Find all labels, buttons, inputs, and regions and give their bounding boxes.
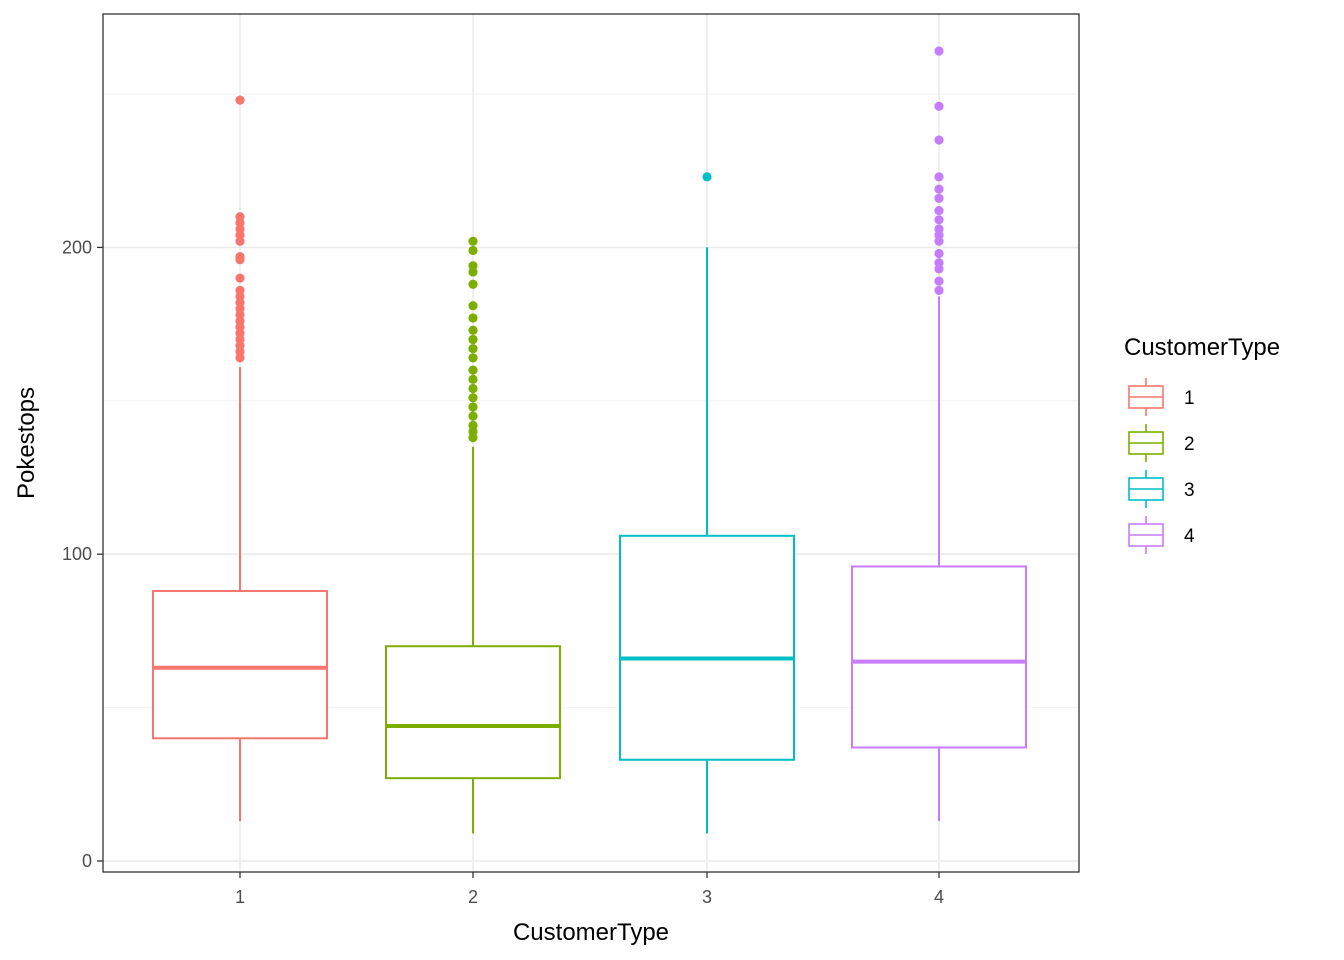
outlier-point <box>235 273 245 283</box>
legend-title: CustomerType <box>1124 334 1280 361</box>
outlier-point <box>468 261 478 271</box>
outlier-point <box>934 46 944 56</box>
outlier-point <box>934 205 944 216</box>
box-group-4 <box>851 46 1027 822</box>
legend-item-1: 1 <box>1128 378 1195 416</box>
legend-item-4: 4 <box>1128 516 1195 554</box>
outlier-point <box>468 365 478 375</box>
legend-item-3: 3 <box>1128 470 1195 508</box>
x-tick-label: 4 <box>934 887 944 907</box>
legend-item-2: 2 <box>1128 424 1195 462</box>
outlier-point <box>468 393 478 403</box>
outlier-point <box>934 248 944 259</box>
outlier-point <box>468 420 478 430</box>
x-tick-label: 3 <box>702 887 712 907</box>
box-iqr <box>385 645 561 780</box>
legend-label: 4 <box>1184 526 1195 547</box>
outlier-point <box>235 285 245 295</box>
y-tick-label: 0 <box>82 851 92 871</box>
y-axis-title: Pokestops <box>13 387 40 499</box>
outlier-point <box>934 135 944 145</box>
box-iqr <box>619 534 795 761</box>
outlier-point <box>934 285 944 295</box>
outlier-point <box>934 258 944 268</box>
outlier-point <box>934 215 944 225</box>
outlier-point <box>934 101 944 111</box>
box-iqr <box>152 590 328 740</box>
legend-label: 3 <box>1184 480 1195 501</box>
outlier-point <box>468 245 478 256</box>
outlier-point <box>468 325 478 335</box>
y-tick-label: 100 <box>62 544 92 564</box>
outlier-point <box>934 224 944 234</box>
outlier-point <box>468 402 478 412</box>
outlier-point <box>235 252 245 262</box>
outlier-point <box>934 193 944 203</box>
outlier-point <box>468 353 478 363</box>
outlier-point <box>235 95 245 105</box>
boxes-layer <box>152 46 1027 834</box>
outlier-point <box>934 184 944 194</box>
box-group-2 <box>385 236 561 834</box>
box-group-3 <box>619 172 795 834</box>
panel-border <box>102 13 1080 873</box>
outlier-point <box>468 411 478 421</box>
outlier-point <box>468 313 478 323</box>
y-tick-label: 200 <box>62 237 92 257</box>
outlier-point <box>702 172 712 182</box>
outlier-point <box>468 334 478 345</box>
outlier-point <box>468 383 478 394</box>
outlier-point <box>934 172 944 182</box>
legend-label: 2 <box>1184 434 1195 455</box>
outlier-point <box>468 236 478 246</box>
axes-layer: 0 100 200 1 2 3 4 <box>62 237 944 907</box>
outlier-point <box>235 212 245 222</box>
legend-items: 1 2 3 4 <box>1128 378 1195 554</box>
legend-label: 1 <box>1184 388 1195 409</box>
outlier-point <box>934 276 944 286</box>
box-iqr <box>851 565 1027 749</box>
box-group-1 <box>152 95 328 822</box>
x-tick-label: 2 <box>468 887 478 907</box>
legend: CustomerType 1 2 3 4 <box>1124 334 1280 554</box>
outlier-point <box>468 279 478 289</box>
x-tick-label: 1 <box>235 887 245 907</box>
x-axis-title: CustomerType <box>513 919 669 946</box>
outlier-point <box>468 344 478 354</box>
outlier-point <box>468 374 478 384</box>
outlier-point <box>468 301 478 311</box>
